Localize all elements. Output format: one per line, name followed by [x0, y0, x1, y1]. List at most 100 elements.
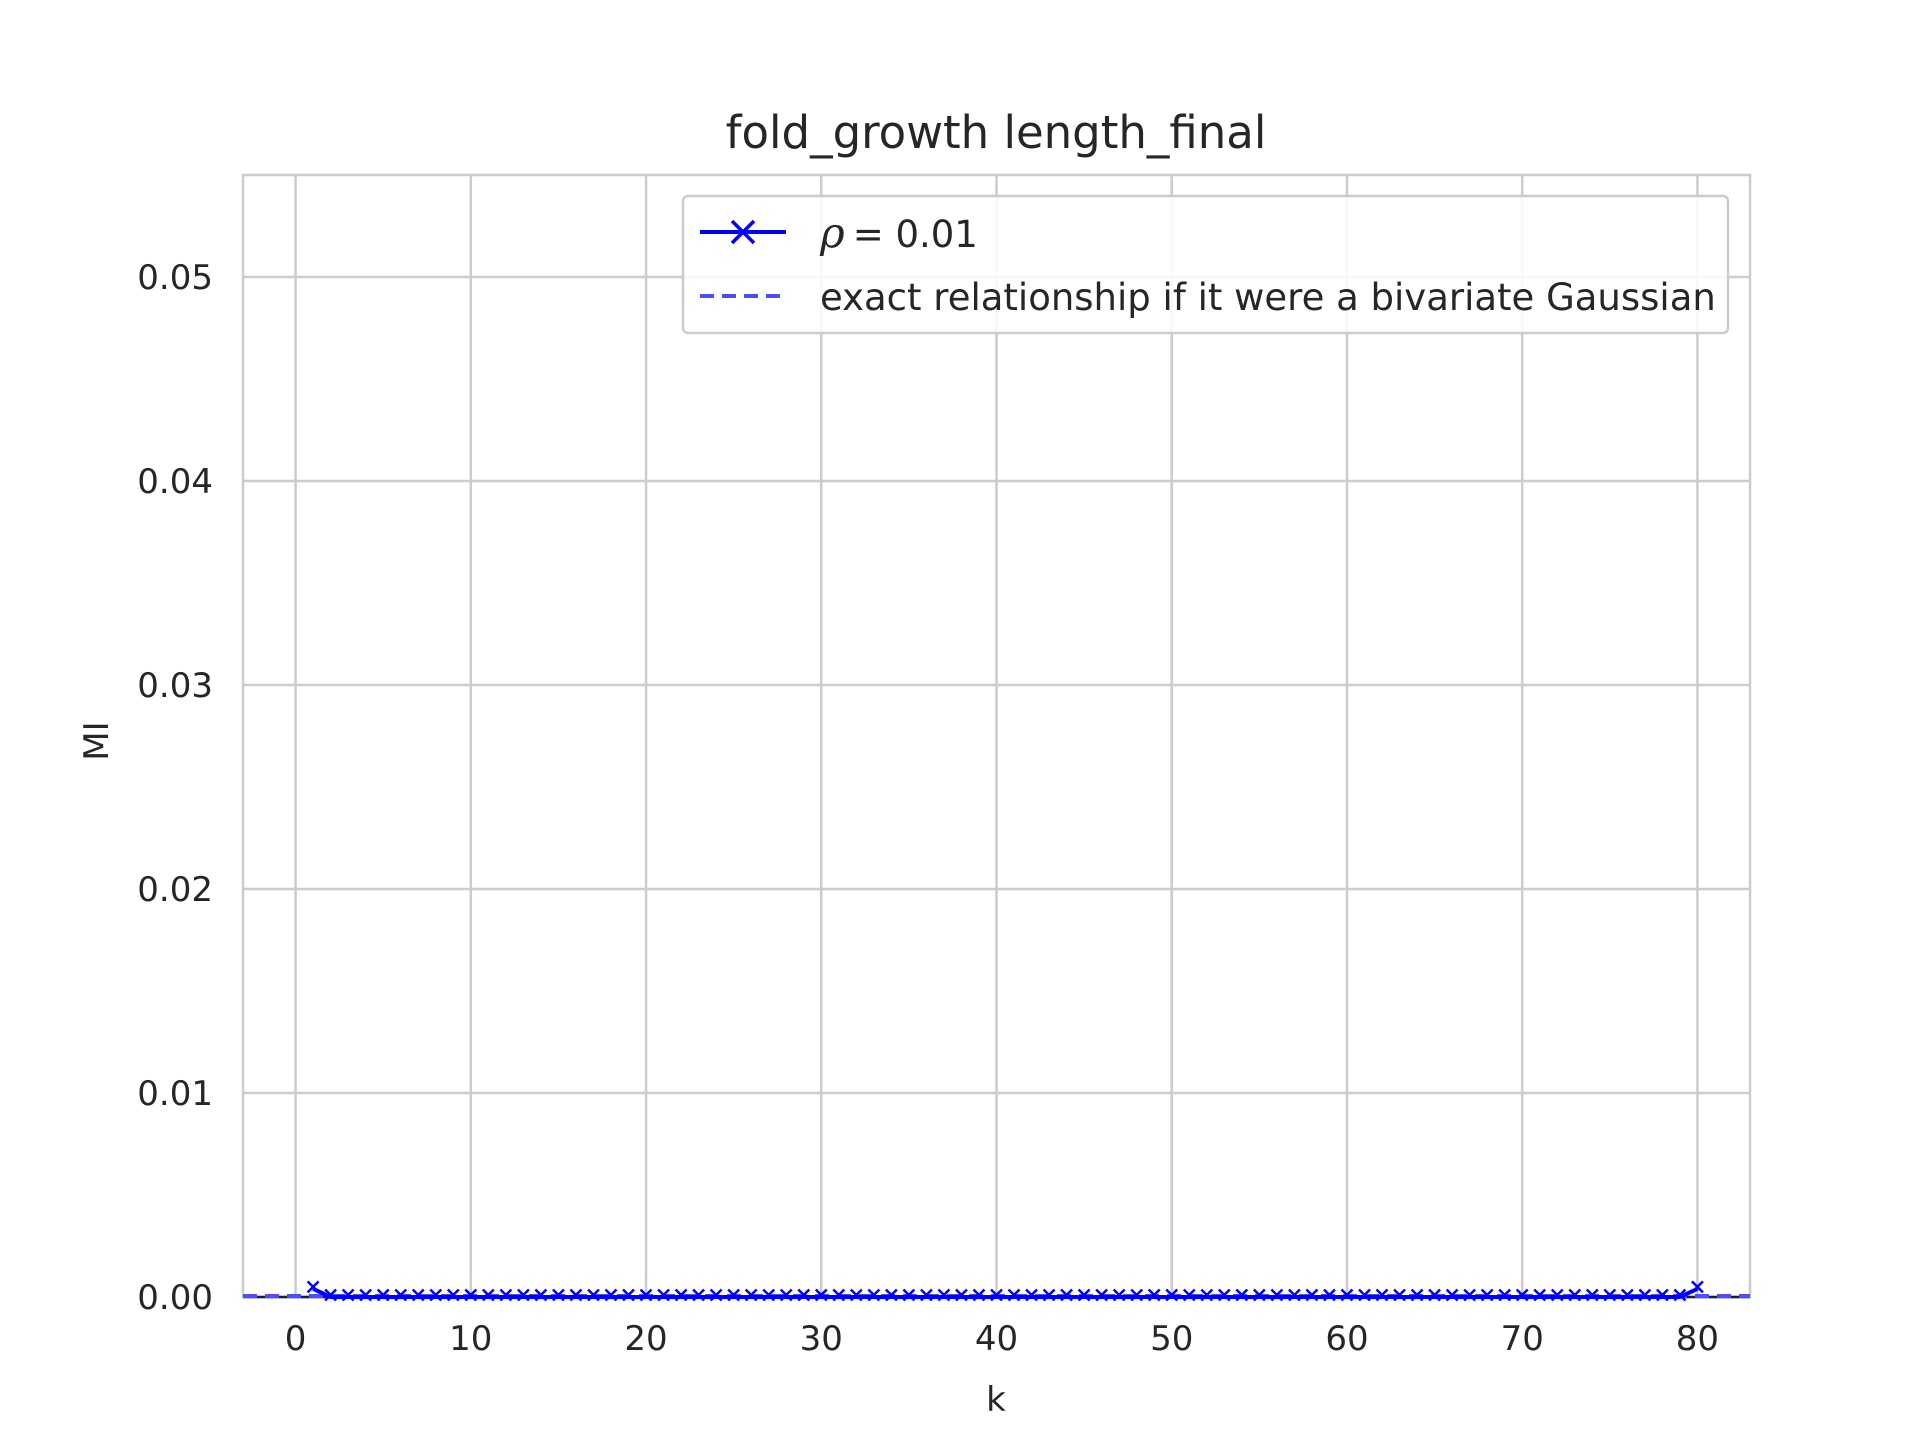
x-tick-label: 10 [449, 1319, 492, 1359]
marker-stroke [1007, 1288, 1021, 1302]
data-point-marker [674, 1288, 688, 1302]
marker-stroke [1323, 1288, 1336, 1302]
legend-marker-x [730, 219, 756, 245]
data-point-marker [481, 1288, 495, 1302]
data-point-marker [1305, 1288, 1319, 1302]
marker-stroke [779, 1288, 793, 1302]
data-point-marker [1340, 1288, 1354, 1302]
marker-stroke [1655, 1288, 1669, 1302]
rho-symbol: ρ [819, 208, 845, 257]
data-point-marker [1428, 1288, 1441, 1302]
x-tick-label: 0 [285, 1319, 307, 1359]
marker-stroke [1445, 1288, 1459, 1302]
marker-stroke [1533, 1288, 1547, 1302]
marker-stroke [1077, 1288, 1091, 1302]
data-point-marker [1077, 1288, 1091, 1302]
marker-stroke [1025, 1288, 1038, 1302]
marker-stroke [552, 1288, 565, 1302]
marker-stroke [411, 1288, 425, 1302]
y-tick-label: 0.04 [137, 462, 213, 502]
data-point-marker [1585, 1288, 1599, 1302]
data-layer [243, 1280, 1750, 1302]
data-point-marker [1025, 1288, 1038, 1302]
data-point-marker [1130, 1288, 1144, 1302]
data-point-marker [324, 1288, 338, 1302]
data-point-marker [552, 1288, 565, 1302]
legend-label-exact: exact relationship if it were a bivariat… [820, 276, 1716, 319]
data-point-marker [1323, 1288, 1336, 1302]
tick-labels: 0 10 20 30 40 50 60 70 80 0.00 0.01 0.02 0.03 0.04 0.0… [137, 258, 1719, 1359]
marker-stroke [1375, 1288, 1389, 1302]
data-point-marker [1655, 1288, 1669, 1302]
marker-stroke [1217, 1288, 1231, 1302]
marker-stroke [1515, 1288, 1529, 1302]
data-point-marker [306, 1280, 320, 1294]
data-point-marker [1165, 1288, 1179, 1302]
data-point-marker [429, 1288, 443, 1302]
data-point-marker [1270, 1288, 1284, 1302]
marker-stroke [884, 1288, 898, 1302]
data-point-marker [464, 1288, 478, 1302]
marker-stroke [744, 1288, 758, 1302]
rho-value: = 0.01 [853, 213, 978, 256]
data-point-marker [341, 1288, 355, 1302]
data-point-marker [1252, 1288, 1266, 1302]
data-point-marker [1393, 1288, 1406, 1302]
y-tick-label: 0.01 [137, 1074, 213, 1114]
marker-stroke [1673, 1288, 1687, 1302]
data-point-marker [376, 1288, 390, 1302]
data-point-marker [902, 1288, 916, 1302]
data-point-marker [1095, 1288, 1109, 1302]
data-point-marker [1691, 1280, 1704, 1294]
data-point-marker [779, 1288, 793, 1302]
marker-stroke [1585, 1288, 1599, 1302]
data-point-marker [1463, 1288, 1477, 1302]
data-point-marker [709, 1288, 723, 1302]
data-point-marker [1498, 1288, 1512, 1302]
marker-stroke [902, 1288, 916, 1302]
y-axis-label: MI [77, 721, 117, 760]
marker-stroke [1060, 1288, 1073, 1302]
data-point-marker [394, 1288, 408, 1302]
marker-stroke [604, 1288, 618, 1302]
marker-stroke [569, 1288, 583, 1302]
data-point-marker [884, 1288, 898, 1302]
marker-stroke [727, 1288, 741, 1302]
marker-stroke [1182, 1288, 1196, 1302]
data-point-marker [1638, 1288, 1652, 1302]
data-point-marker [797, 1288, 811, 1302]
x-axis-label: k [986, 1380, 1006, 1420]
data-point-marker [587, 1288, 600, 1302]
marker-stroke [376, 1288, 390, 1302]
marker-stroke [990, 1288, 1003, 1302]
data-point-marker [1217, 1288, 1231, 1302]
data-point-marker [867, 1288, 881, 1302]
data-point-marker [499, 1288, 513, 1302]
marker-stroke [867, 1288, 881, 1302]
data-point-marker [1375, 1288, 1389, 1302]
legend: ρ = 0.01 exact relationship if it were a … [681, 194, 1730, 335]
marker-stroke [709, 1288, 723, 1302]
marker-stroke [1200, 1288, 1214, 1302]
marker-stroke [1603, 1288, 1617, 1302]
marker-stroke [937, 1288, 951, 1302]
data-point-marker [832, 1288, 846, 1302]
marker-stroke [1498, 1288, 1512, 1302]
legend-box [681, 194, 1730, 335]
marker-stroke [1410, 1288, 1424, 1302]
x-tick-label: 60 [1325, 1319, 1368, 1359]
y-tick-label: 0.05 [137, 258, 213, 298]
marker-stroke [1638, 1288, 1652, 1302]
marker-stroke [1147, 1288, 1161, 1302]
y-tick-label: 0.00 [137, 1278, 213, 1318]
marker-stroke [1620, 1288, 1634, 1302]
marker-stroke [1340, 1288, 1354, 1302]
marker-stroke [1358, 1288, 1371, 1302]
data-point-marker [622, 1288, 635, 1302]
x-tick-label: 50 [1150, 1319, 1193, 1359]
data-point-marker [411, 1288, 425, 1302]
marker-stroke [1252, 1288, 1266, 1302]
data-point-marker [1007, 1288, 1021, 1302]
data-point-marker [920, 1288, 933, 1302]
